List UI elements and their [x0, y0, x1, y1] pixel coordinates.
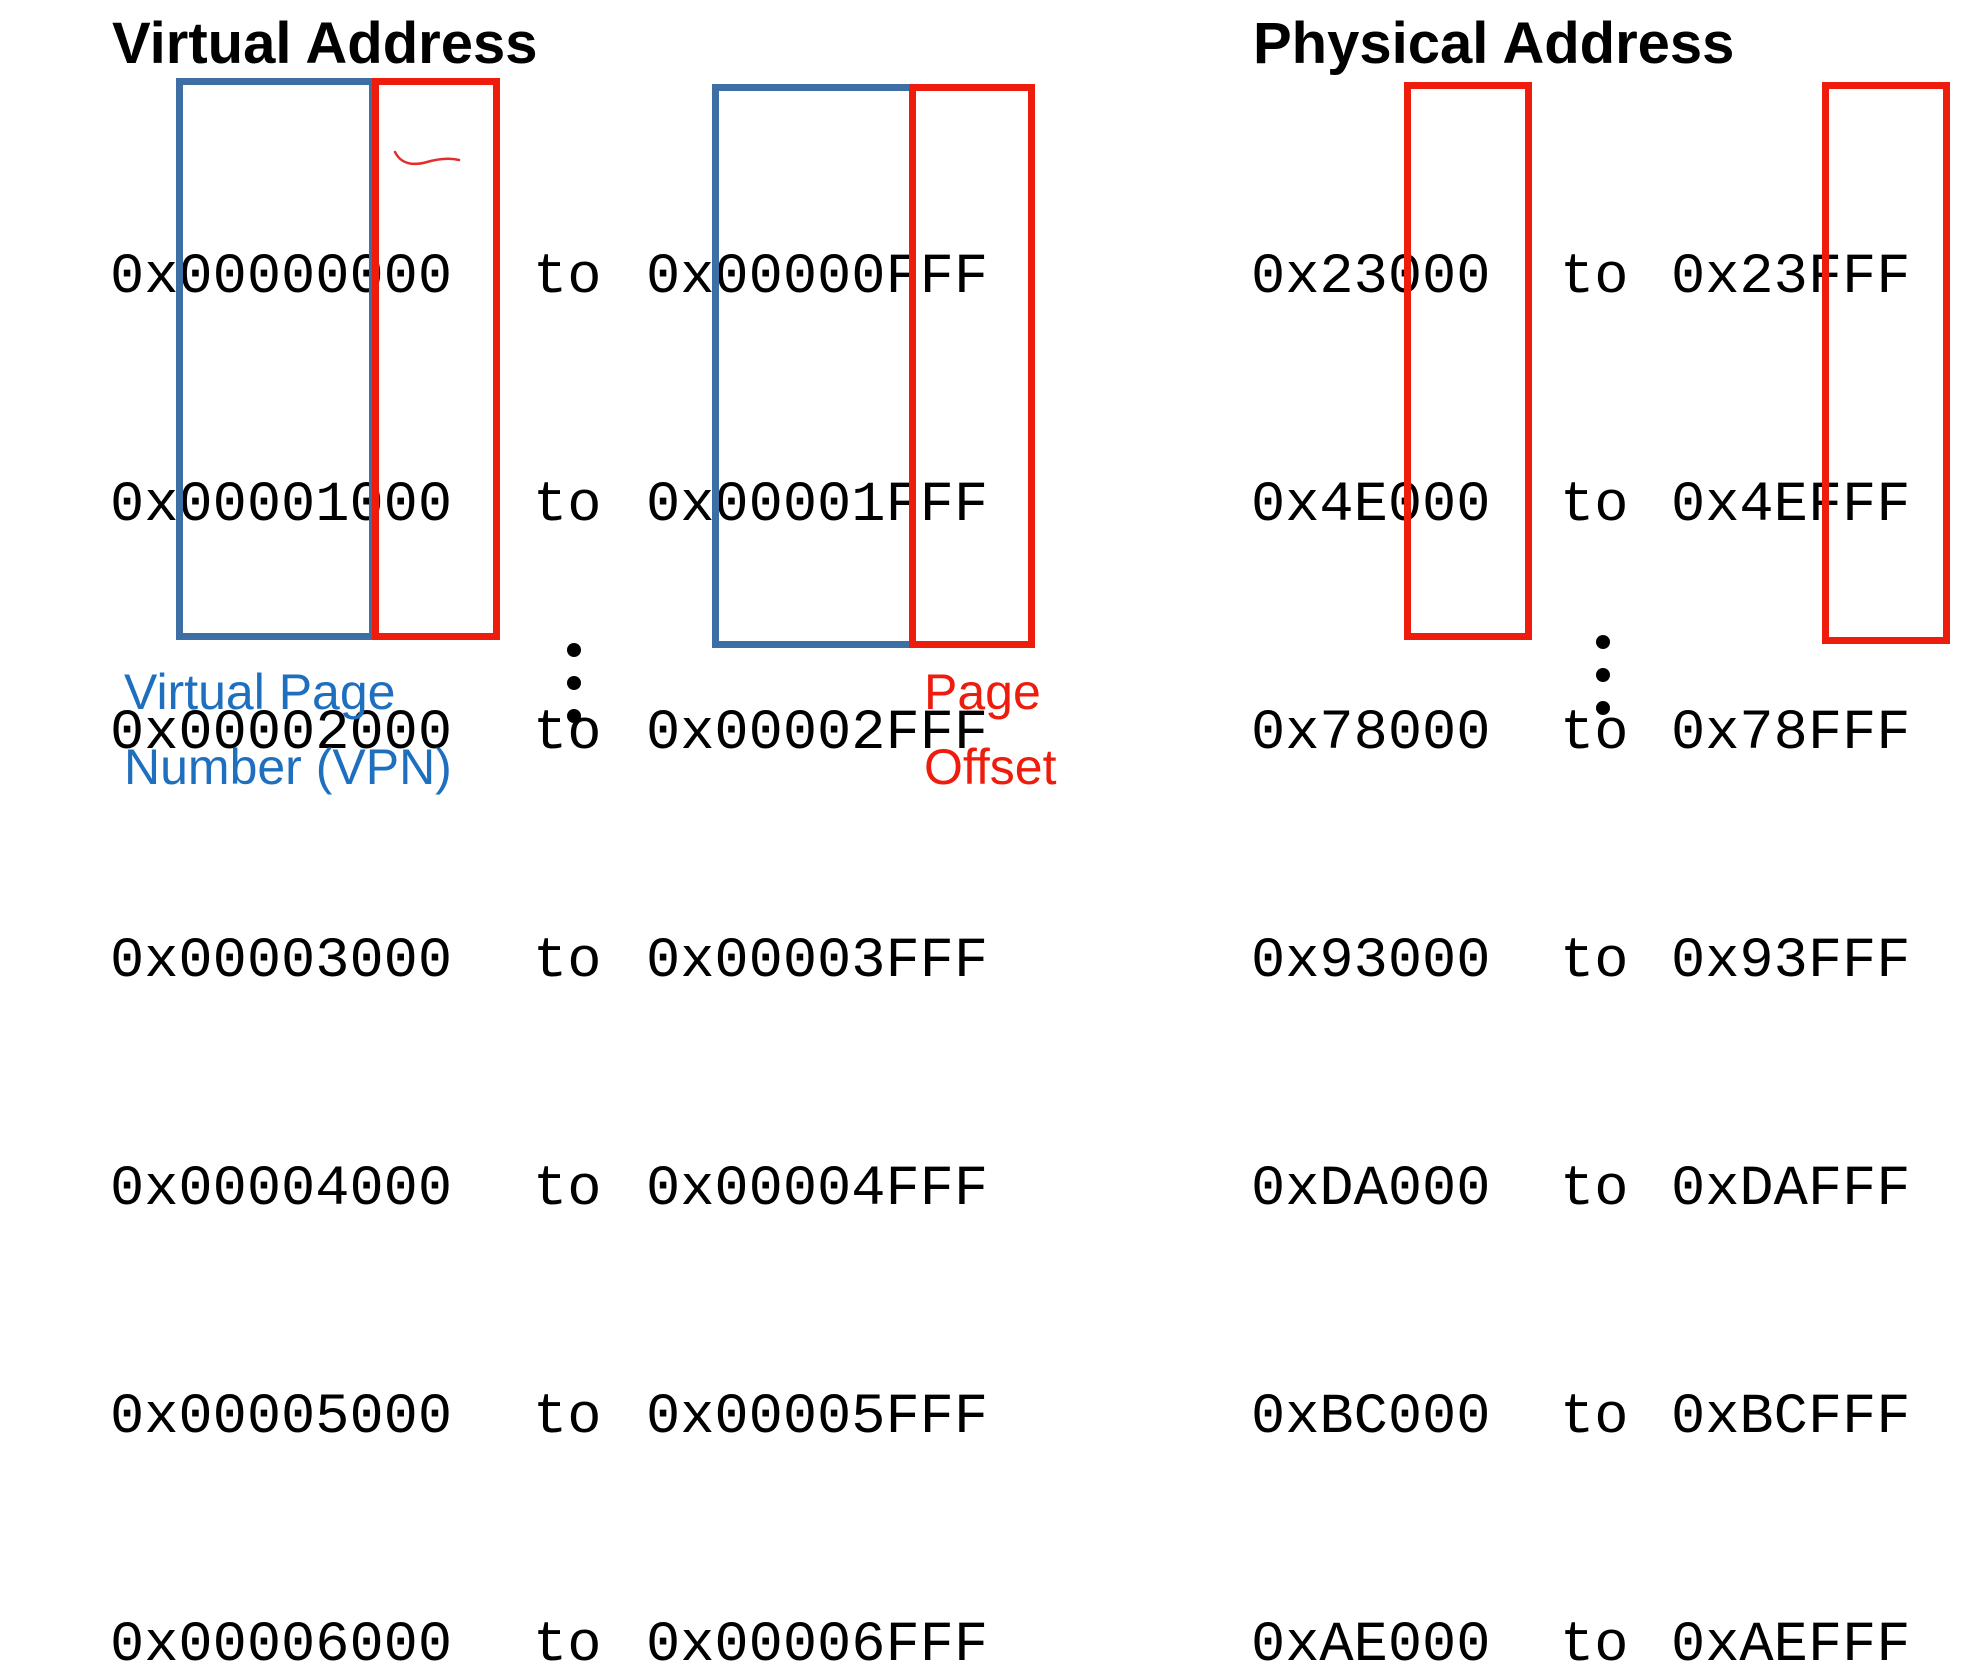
virtual-end-row: 0x00001FFF	[646, 474, 989, 538]
physical-end-row: 0x78FFF	[1671, 702, 1911, 766]
physical-start-row: 0xAE000	[1251, 1614, 1491, 1678]
virtual-start-row: 0x00006000	[110, 1614, 453, 1678]
vpn-label-line1: Virtual Page	[124, 664, 396, 720]
physical-start-row: 0xDA000	[1251, 1158, 1491, 1222]
virtual-start-row: 0x00004000	[110, 1158, 453, 1222]
physical-end-row: 0x93FFF	[1671, 930, 1911, 994]
vertical-ellipsis-icon	[1596, 635, 1610, 734]
virtual-start-row: 0x00002000	[110, 702, 453, 766]
physical-end-offset-box	[1822, 82, 1950, 644]
vpn-label-line2: Number (VPN)	[124, 739, 452, 795]
virtual-to-column: to to to to to to to	[533, 88, 601, 1678]
physical-start-row: 0xBC000	[1251, 1386, 1491, 1450]
page-offset-label-line2: Offset	[924, 739, 1057, 795]
to-word: to	[1560, 1614, 1629, 1678]
virtual-end-row: 0x00003FFF	[646, 930, 989, 994]
virtual-start-row: 0x00000000	[110, 246, 453, 310]
vertical-ellipsis-icon	[567, 643, 581, 742]
physical-to-column: to to to to to to to	[1560, 88, 1628, 1678]
physical-end-row: 0xDAFFF	[1671, 1158, 1911, 1222]
virtual-end-row: 0x00005FFF	[646, 1386, 989, 1450]
to-word: to	[533, 474, 602, 538]
to-word: to	[533, 1386, 602, 1450]
to-word: to	[533, 930, 602, 994]
to-word: to	[533, 1158, 602, 1222]
physical-start-row: 0x93000	[1251, 930, 1491, 994]
vpn-label: Virtual Page Number (VPN)	[124, 655, 452, 805]
virtual-end-row: 0x00000FFF	[646, 246, 989, 310]
to-word: to	[533, 246, 602, 310]
to-word: to	[1560, 1386, 1629, 1450]
to-word: to	[1560, 246, 1629, 310]
start-vpn-box	[176, 78, 376, 640]
virtual-start-row: 0x00003000	[110, 930, 453, 994]
virtual-end-row: 0x00006FFF	[646, 1614, 989, 1678]
physical-end-row: 0xBCFFF	[1671, 1386, 1911, 1450]
handwritten-underline-mark	[393, 150, 461, 166]
to-word: to	[1560, 1158, 1629, 1222]
to-word: to	[1560, 930, 1629, 994]
to-word: to	[1560, 702, 1629, 766]
virtual-start-row: 0x00001000	[110, 474, 453, 538]
virtual-address-title: Virtual Address	[112, 11, 538, 76]
start-offset-box	[372, 78, 500, 640]
to-word: to	[533, 1614, 602, 1678]
physical-start-row: 0x4E000	[1251, 474, 1491, 538]
virtual-end-row: 0x00004FFF	[646, 1158, 989, 1222]
page-offset-label-line1: Page	[924, 664, 1041, 720]
end-offset-box	[909, 84, 1035, 648]
physical-end-row: 0xAEFFF	[1671, 1614, 1911, 1678]
physical-start-offset-box	[1404, 82, 1532, 640]
page-offset-label: Page Offset	[924, 655, 1056, 805]
virtual-start-row: 0x00005000	[110, 1386, 453, 1450]
to-word: to	[1560, 474, 1629, 538]
end-vpn-box	[712, 84, 916, 648]
virtual-end-row: 0x00002FFF	[646, 702, 989, 766]
physical-address-title: Physical Address	[1253, 11, 1735, 76]
physical-start-row: 0x78000	[1251, 702, 1491, 766]
